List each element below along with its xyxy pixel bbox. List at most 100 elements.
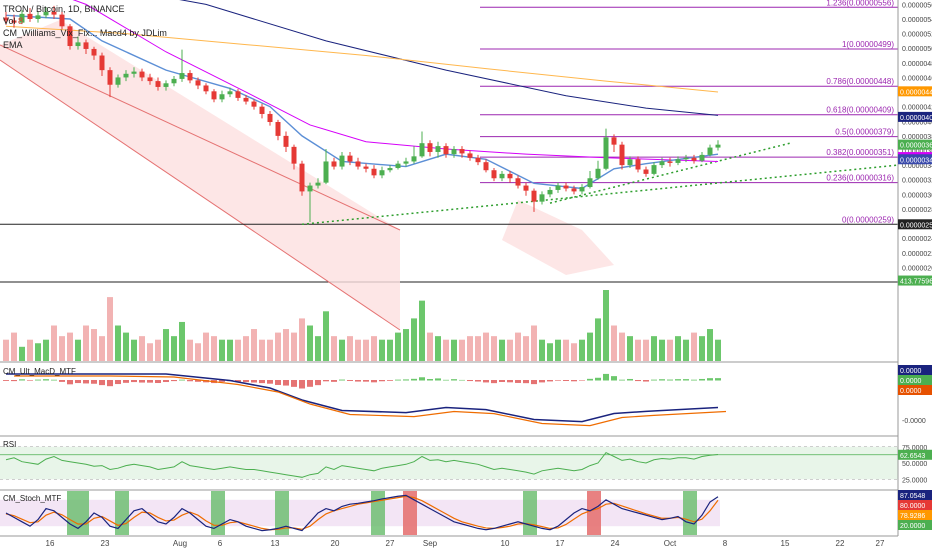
candle-body (75, 42, 81, 47)
price-tick-label: 0.00000480 (902, 61, 932, 68)
macd-histogram-bar (715, 378, 721, 381)
price-tick-label: 0.00000380 (902, 134, 932, 141)
fib-level-label: 0.5(0.00000379) (835, 128, 894, 137)
volume-bar (587, 332, 593, 361)
volume-bar (395, 332, 401, 361)
macd-badge (898, 375, 932, 385)
volume-bar (339, 339, 345, 361)
macd-histogram-bar (35, 379, 41, 381)
volume-bar (131, 339, 137, 361)
candle-body (283, 135, 289, 147)
macd-histogram-bar (467, 380, 473, 382)
volume-bar (35, 343, 41, 361)
macd-histogram-bar (523, 380, 529, 384)
price-badge-label: 0.00000441 (900, 89, 932, 96)
candle-body (203, 85, 209, 92)
macd-label: CM_Ult_MacD_MTF (3, 367, 76, 376)
candle-body (515, 178, 521, 186)
macd-histogram-bar (619, 379, 625, 381)
volume-bar (379, 339, 385, 361)
ema-legend: EMA (3, 40, 23, 50)
volume-bar (371, 336, 377, 361)
volume-bar (499, 339, 505, 361)
candle-body (387, 168, 393, 171)
volume-bar (195, 343, 201, 361)
volume-bar (571, 343, 577, 361)
candle-body (379, 170, 385, 176)
price-badge-label: 413.77596 (900, 279, 932, 286)
stoch-badge (898, 490, 932, 500)
macd-histogram-bar (67, 380, 73, 385)
volume-bar (403, 329, 409, 361)
time-tick-label: 17 (556, 539, 565, 548)
volume-bar (139, 336, 145, 361)
candle-body (499, 173, 505, 179)
macd-histogram-bar (339, 379, 345, 381)
volume-bar (659, 339, 665, 361)
candle-body (323, 161, 329, 183)
rsi-panel: RSI (0, 440, 898, 480)
candle-body (195, 80, 201, 86)
stoch-oversold-zone (371, 491, 385, 535)
stoch-panel: CM_Stoch_MTF (0, 491, 720, 535)
candle-body (299, 163, 305, 192)
candle-body (579, 187, 585, 192)
vol-value: 8 (18, 16, 24, 26)
macd-histogram-bar (307, 380, 313, 387)
volume-bar (291, 332, 297, 361)
macd-badge-label: 0.0000 (900, 368, 922, 375)
macd-line (6, 373, 719, 423)
volume-bar (67, 332, 73, 361)
volume-bar (187, 339, 193, 361)
volume-bar (363, 339, 369, 361)
price-axis[interactable]: 0.00000560 0.00000540 0.00000520 0.00000500… (897, 0, 932, 536)
macd-histogram-bar (323, 380, 329, 382)
volume-bar (75, 339, 81, 361)
macd-histogram-bar (595, 377, 601, 381)
time-tick-label: 15 (781, 539, 790, 548)
volume-bar (51, 325, 57, 361)
macd-histogram-bar (3, 380, 9, 381)
candle-body (355, 161, 361, 167)
candle-body (603, 137, 609, 169)
price-tick-label: 0.00000300 (902, 192, 932, 199)
volume-bar (563, 339, 569, 361)
price-tick-label: 0.00000200 (902, 265, 932, 272)
macd-panel: CM_Ult_MacD_MTF (3, 367, 727, 427)
macd-histogram-bar (235, 380, 241, 382)
volume-bar (451, 339, 457, 361)
macd-histogram-bar (675, 379, 681, 381)
macd-histogram-bar (347, 380, 353, 381)
fib-level-label: 0(0.00000259) (842, 215, 894, 224)
candle-body (51, 11, 57, 15)
stoch-oversold-zone (275, 491, 289, 535)
candle-body (171, 78, 177, 84)
macd-histogram-bar (483, 380, 489, 383)
volume-bar (603, 290, 609, 361)
candle-body (339, 155, 345, 167)
macd-histogram-bar (107, 380, 113, 387)
volume-bar (555, 339, 561, 361)
macd-histogram-bar (707, 378, 713, 381)
time-tick-label: 27 (386, 539, 395, 548)
candle-body (131, 71, 137, 74)
candle-body (571, 188, 577, 192)
candle-body (563, 185, 569, 189)
macd-histogram-bar (131, 380, 137, 383)
macd-histogram-bar (163, 380, 169, 383)
price-tick-label: 0.00000280 (902, 207, 932, 214)
candle-body (451, 149, 457, 155)
volume-bar (427, 332, 433, 361)
macd-histogram-bar (11, 380, 17, 382)
candle-body (243, 97, 249, 102)
time-axis[interactable]: 16 23 Aug 6 13 20 27 Sep 10 17 24 Oct 8 15 22 27 (46, 539, 885, 548)
candle-body (507, 173, 513, 179)
price-tick-label: 0.00000540 (902, 17, 932, 24)
candle-body (219, 94, 225, 100)
volume-bar (43, 339, 49, 361)
macd-histogram-bar (443, 379, 449, 381)
volume-bar (419, 300, 425, 361)
